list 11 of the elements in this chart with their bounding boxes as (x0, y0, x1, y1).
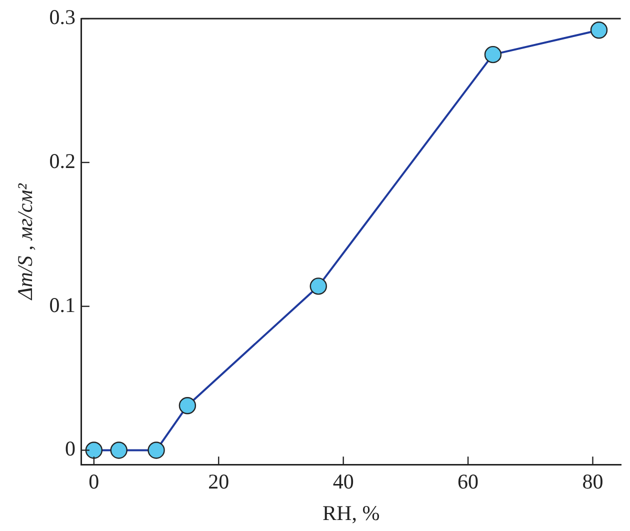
y-tick-label: 0.1 (49, 292, 76, 317)
x-tick-label: 60 (458, 470, 479, 494)
y-tick-label: 0.3 (49, 5, 76, 30)
y-axis-title: Δm/S , мг/см² (13, 182, 38, 301)
y-tick-label: 0.2 (49, 148, 76, 173)
x-axis-title: RH, % (322, 500, 380, 525)
x-tick-label: 80 (582, 470, 604, 494)
x-tick-label: 0 (88, 470, 100, 494)
y-tick-label: 0 (64, 436, 76, 461)
x-tick-label: 20 (208, 470, 230, 494)
x-tick-label: 40 (332, 470, 354, 494)
